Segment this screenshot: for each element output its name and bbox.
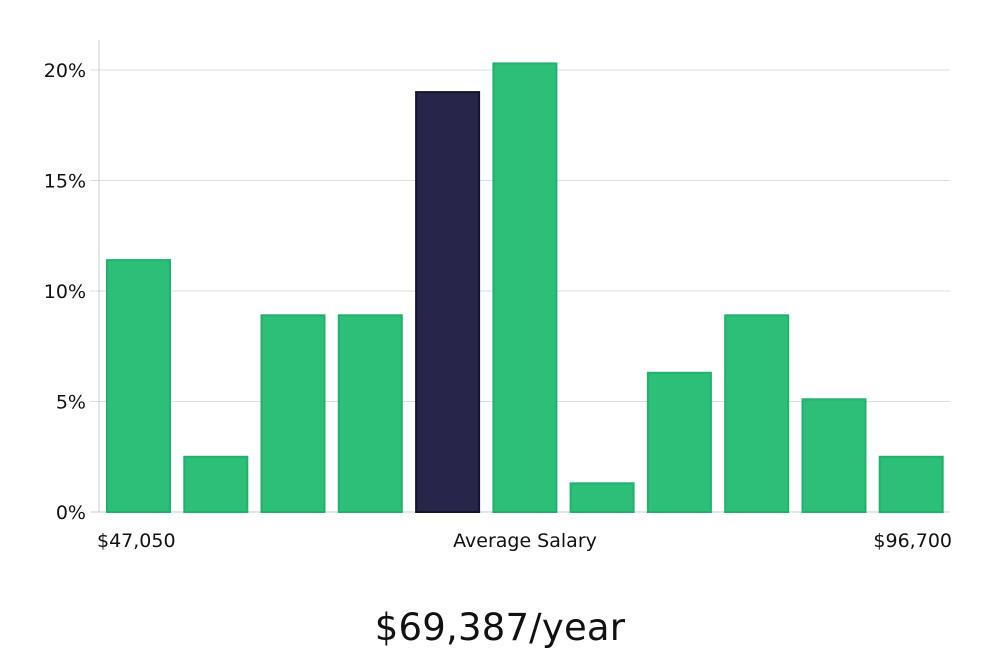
x-label-max: $96,700 [873, 530, 952, 552]
bar [260, 314, 326, 513]
bars [106, 62, 944, 514]
average-salary-value: $69,387/year [374, 606, 626, 649]
bar [569, 482, 635, 513]
x-label-average: Average Salary [453, 530, 597, 552]
bar-average-salary [415, 91, 481, 513]
bar [337, 314, 403, 513]
bar [106, 259, 171, 513]
bar [646, 371, 712, 513]
y-tick-label: 0% [56, 502, 86, 524]
bar [878, 455, 944, 514]
bar [724, 314, 790, 513]
y-tick-label: 5% [56, 392, 86, 414]
y-tick-label: 10% [44, 281, 86, 303]
bar [183, 455, 249, 514]
salary-histogram: 0% 5% 10% 15% 20% $47,050 Average Salary $96… [44, 40, 952, 552]
y-tick-labels: 0% 5% 10% 15% 20% [44, 60, 86, 524]
x-label-min: $47,050 [97, 530, 176, 552]
bar [492, 62, 558, 514]
y-tick-label: 20% [44, 60, 86, 82]
bar [801, 398, 867, 513]
y-tick-label: 15% [44, 171, 86, 193]
